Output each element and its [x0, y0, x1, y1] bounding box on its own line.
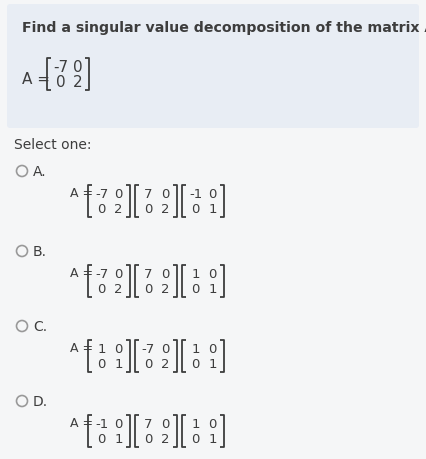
Text: 7: 7 [144, 417, 153, 430]
Text: 0: 0 [144, 202, 153, 216]
Text: 2: 2 [73, 75, 82, 90]
Text: 0: 0 [161, 268, 170, 280]
Text: 2: 2 [161, 357, 170, 370]
Text: 0: 0 [56, 75, 65, 90]
Text: 0: 0 [144, 282, 153, 295]
Text: 0: 0 [97, 202, 106, 216]
Text: 1: 1 [191, 342, 200, 355]
Text: 0: 0 [144, 357, 153, 370]
Text: 1: 1 [114, 432, 123, 445]
Text: 2: 2 [161, 432, 170, 445]
Text: D.: D. [33, 394, 48, 408]
Text: 1: 1 [191, 268, 200, 280]
Text: 0: 0 [208, 417, 217, 430]
Text: Find a singular value decomposition of the matrix A.: Find a singular value decomposition of t… [22, 21, 426, 35]
Text: 0: 0 [191, 432, 200, 445]
Text: 0: 0 [191, 202, 200, 216]
Text: -7: -7 [53, 60, 68, 75]
Text: -1: -1 [189, 188, 202, 201]
Text: A =: A = [70, 267, 93, 280]
Text: 1: 1 [208, 282, 217, 295]
Text: 0: 0 [208, 188, 217, 201]
Text: 0: 0 [191, 282, 200, 295]
Text: -7: -7 [95, 268, 108, 280]
Text: 1: 1 [97, 342, 106, 355]
Text: 0: 0 [97, 282, 106, 295]
Text: 2: 2 [114, 282, 123, 295]
FancyBboxPatch shape [7, 5, 419, 129]
Text: -1: -1 [95, 417, 108, 430]
Text: 0: 0 [73, 60, 82, 75]
Text: A =: A = [70, 417, 93, 430]
Text: 0: 0 [208, 342, 217, 355]
Text: 0: 0 [114, 342, 123, 355]
Text: 0: 0 [144, 432, 153, 445]
Text: 2: 2 [161, 202, 170, 216]
Text: Select one:: Select one: [14, 138, 92, 151]
Text: 0: 0 [161, 417, 170, 430]
Text: -7: -7 [142, 342, 155, 355]
Text: 0: 0 [208, 268, 217, 280]
Text: 2: 2 [161, 282, 170, 295]
Text: 0: 0 [97, 432, 106, 445]
Text: 0: 0 [114, 417, 123, 430]
Text: 0: 0 [161, 188, 170, 201]
Text: B.: B. [33, 245, 47, 258]
Text: 0: 0 [114, 268, 123, 280]
Text: 7: 7 [144, 188, 153, 201]
Text: 7: 7 [144, 268, 153, 280]
Text: 1: 1 [114, 357, 123, 370]
Text: 1: 1 [208, 202, 217, 216]
Text: 0: 0 [114, 188, 123, 201]
Text: C.: C. [33, 319, 47, 333]
Text: 1: 1 [191, 417, 200, 430]
Text: A =: A = [70, 187, 93, 200]
Text: A =: A = [70, 342, 93, 355]
Text: 0: 0 [97, 357, 106, 370]
Text: 1: 1 [208, 432, 217, 445]
Text: -7: -7 [95, 188, 108, 201]
Text: A =: A = [22, 72, 50, 87]
Text: 1: 1 [208, 357, 217, 370]
Text: A.: A. [33, 165, 46, 179]
Text: 2: 2 [114, 202, 123, 216]
Text: 0: 0 [161, 342, 170, 355]
Text: 0: 0 [191, 357, 200, 370]
